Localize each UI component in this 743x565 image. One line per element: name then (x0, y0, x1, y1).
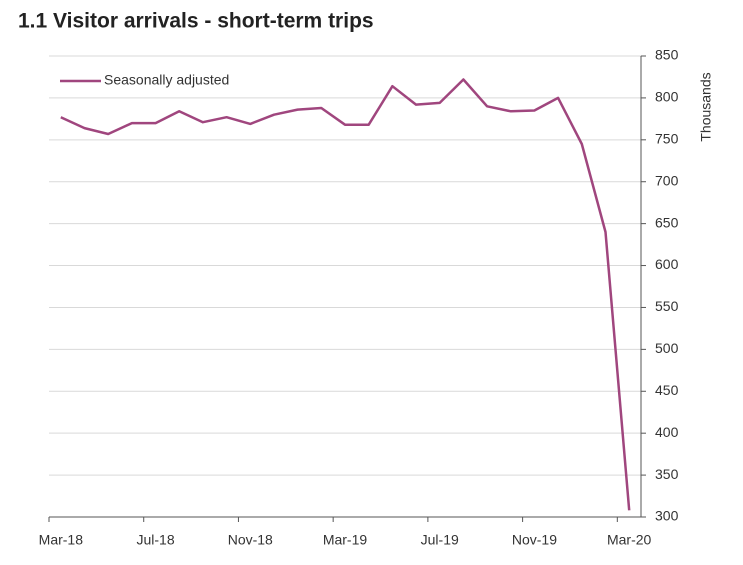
x-tick-label: Mar-18 (39, 532, 84, 548)
y-tick-label: 600 (655, 256, 679, 272)
chart-title: 1.1 Visitor arrivals - short-term trips (18, 10, 374, 33)
y-tick-label: 550 (655, 298, 679, 314)
legend-label: Seasonally adjusted (104, 72, 229, 88)
y-tick-label: 500 (655, 340, 679, 356)
x-tick-label: Mar-20 (607, 532, 652, 548)
y-tick-label: 800 (655, 89, 679, 105)
x-tick-label: Nov-18 (228, 532, 273, 548)
x-tick-label: Jul-18 (136, 532, 174, 548)
data-line (60, 78, 631, 511)
y-tick-label: 400 (655, 424, 679, 440)
y-tick-label: 700 (655, 172, 679, 188)
y-axis-label: Thousands (698, 72, 714, 141)
x-tick-label: Nov-19 (512, 532, 557, 548)
x-tick-label: Mar-19 (323, 532, 368, 548)
y-tick-label: 300 (655, 508, 679, 524)
x-tick-label: Jul-19 (421, 532, 459, 548)
y-tick-label: 650 (655, 214, 679, 230)
y-tick-label: 350 (655, 466, 679, 482)
y-tick-label: 850 (655, 47, 679, 63)
y-tick-label: 750 (655, 131, 679, 147)
y-tick-label: 450 (655, 382, 679, 398)
